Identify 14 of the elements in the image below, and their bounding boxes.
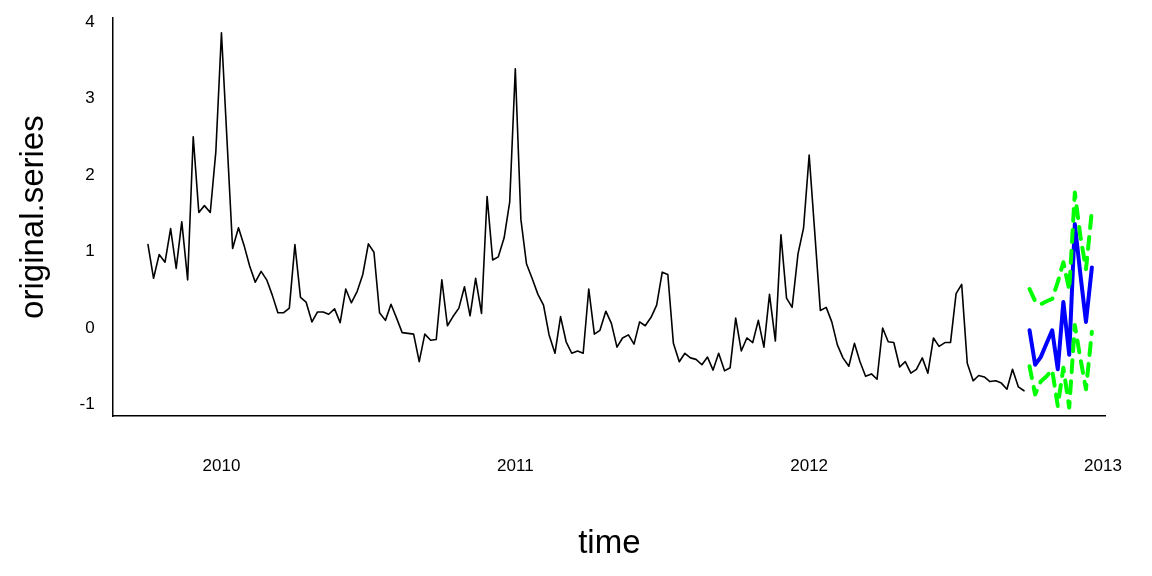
x-tick-label: 2011 bbox=[497, 455, 534, 475]
x-tick-label: 2012 bbox=[790, 455, 829, 475]
y-axis-title: original.series bbox=[12, 115, 50, 319]
x-axis-title: time bbox=[578, 523, 641, 561]
line-series bbox=[1027, 322, 1094, 410]
y-tick-label: -1 bbox=[79, 394, 95, 414]
y-tick-label: 4 bbox=[85, 11, 95, 31]
y-tick-label: 1 bbox=[85, 241, 95, 261]
x-tick-label: 2010 bbox=[202, 455, 241, 475]
x-tick-label: 2013 bbox=[1084, 455, 1122, 475]
line-series bbox=[1027, 190, 1094, 307]
y-tick-label: 0 bbox=[85, 317, 95, 337]
y-tick-label: 3 bbox=[85, 88, 95, 108]
y-tick-label: 2 bbox=[85, 164, 95, 184]
